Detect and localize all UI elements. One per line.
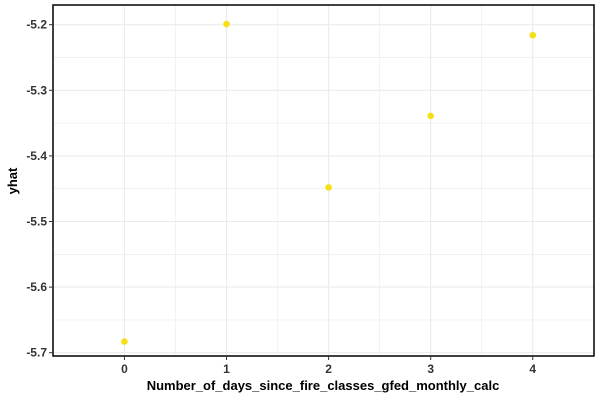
y-tick-label: -5.3 [26, 83, 47, 97]
y-tick-label: -5.2 [26, 18, 47, 32]
y-axis-title: yhat [5, 167, 20, 194]
panel-border [52, 4, 595, 357]
x-tick-label: 1 [223, 362, 230, 376]
x-tick-label: 3 [427, 362, 434, 376]
data-point [223, 20, 230, 28]
x-tick-label: 2 [325, 362, 332, 376]
minor-gridlines [53, 5, 594, 356]
x-axis-ticks: 0 1 2 3 4 [121, 356, 536, 376]
data-points [121, 20, 537, 345]
y-axis-ticks: -5.2 -5.3 -5.4 -5.5 -5.6 -5.7 [26, 18, 53, 360]
data-point [121, 338, 128, 345]
data-point [427, 112, 434, 120]
y-tick-label: -5.4 [26, 149, 47, 163]
x-tick-label: 0 [121, 362, 128, 376]
x-axis-title: Number_of_days_since_fire_classes_gfed_m… [147, 378, 500, 393]
data-point [529, 31, 537, 39]
y-tick-label: -5.5 [26, 215, 47, 229]
x-tick-label: 4 [529, 362, 536, 376]
y-tick-label: -5.6 [26, 280, 47, 294]
major-gridlines [53, 5, 594, 356]
y-tick-label: -5.7 [26, 346, 47, 360]
data-point [325, 184, 332, 191]
